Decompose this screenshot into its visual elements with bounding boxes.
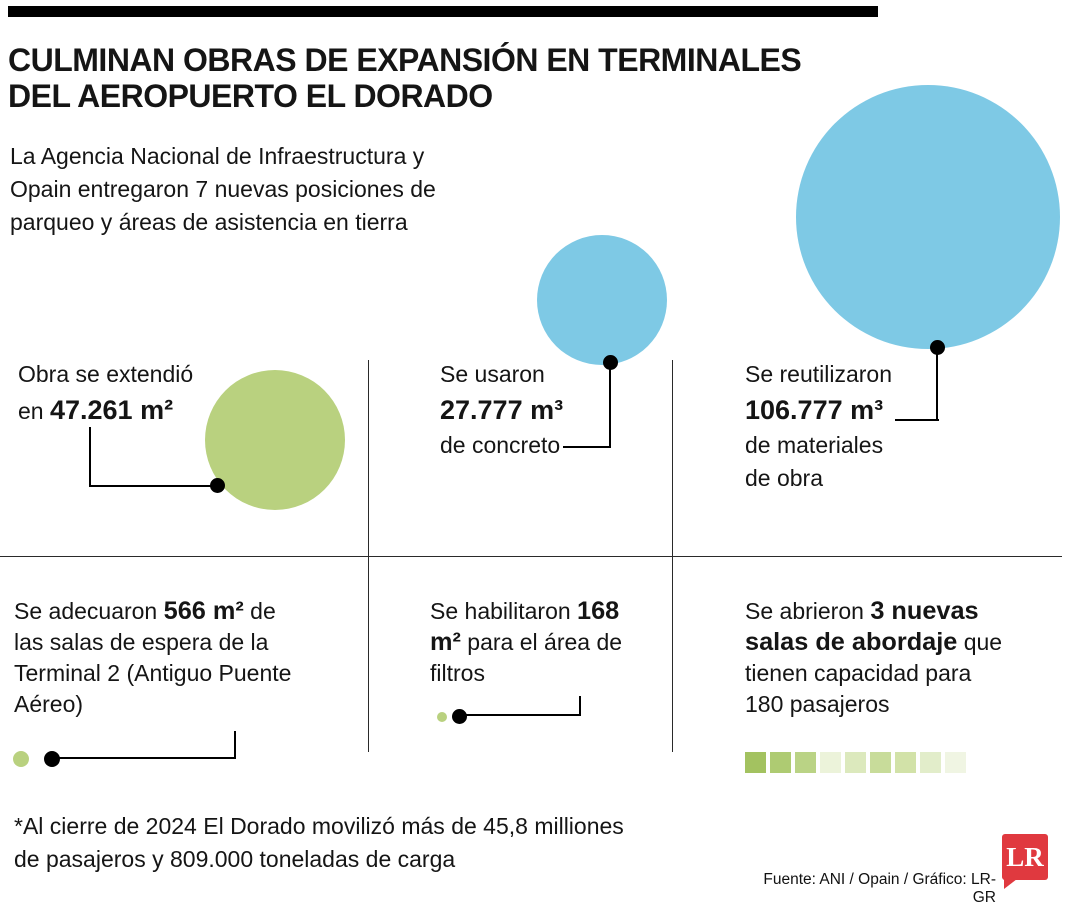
- connector-line: [234, 731, 236, 759]
- bubble3-label: Se reutilizaron 106.777 m³ de materiales…: [745, 358, 892, 495]
- boarding-square: [845, 752, 866, 773]
- lr-logo-text: LR: [1006, 841, 1044, 872]
- bubble1-label-line1: Obra se extendió: [18, 361, 194, 387]
- boarding-square: [895, 752, 916, 773]
- connector-line: [89, 485, 219, 487]
- connector-line: [895, 419, 939, 421]
- connector-line: [52, 757, 236, 759]
- bubble3-label-line4: de obra: [745, 465, 824, 491]
- bubble3-label-line3: de materiales: [745, 432, 884, 458]
- connector-line: [563, 446, 611, 448]
- fact-filter-area: Se habilitaron 168 m² para el área de fi…: [430, 597, 623, 686]
- fact-boarding-rooms: Se abrieron 3 nuevas salas de abordaje q…: [745, 597, 1003, 717]
- vertical-divider-left: [368, 360, 369, 752]
- fact-waiting-rooms: Se adecuaron 566 m² de las salas de espe…: [14, 597, 292, 717]
- page-title-line1: CULMINAN OBRAS DE EXPANSIÓN EN TERMINALE…: [8, 42, 802, 79]
- boarding-square: [795, 752, 816, 773]
- boarding-square: [920, 752, 941, 773]
- connector-line: [936, 354, 938, 421]
- boarding-square: [820, 752, 841, 773]
- boarding-square: [870, 752, 891, 773]
- horizontal-divider: [0, 556, 1062, 557]
- page-title: CULMINAN OBRAS DE EXPANSIÓN EN TERMINALE…: [8, 42, 802, 114]
- vertical-divider-right: [672, 360, 673, 752]
- connector-dot: [603, 355, 618, 370]
- connector-dot: [210, 478, 225, 493]
- boarding-square: [770, 752, 791, 773]
- lr-logo-tail: [1004, 879, 1017, 889]
- connector-line: [459, 714, 581, 716]
- bubble2-label-line3: de concreto: [440, 432, 561, 458]
- bubble2-value: 27.777 m³: [440, 395, 564, 425]
- lr-logo: LR: [1002, 834, 1048, 880]
- connector-dot: [44, 751, 60, 767]
- green-bullet: [13, 751, 29, 767]
- page-title-line2: DEL AEROPUERTO EL DORADO: [8, 77, 493, 114]
- connector-line: [609, 368, 611, 448]
- connector-dot: [452, 709, 467, 724]
- top-rule: [8, 6, 878, 17]
- bubble2-label: Se usaron 27.777 m³ de concreto: [440, 358, 563, 462]
- connector-dot: [930, 340, 945, 355]
- boarding-square: [945, 752, 966, 773]
- source-credit: Fuente: ANI / Opain / Gráfico: LR-GR: [763, 871, 996, 906]
- bubble-concrete: [537, 235, 667, 365]
- boarding-square: [745, 752, 766, 773]
- fact2-value: 168 m²: [430, 597, 620, 656]
- connector-line: [579, 696, 581, 716]
- bubble3-label-line1: Se reutilizaron: [745, 361, 893, 387]
- bubble1-value: 47.261 m²: [49, 395, 174, 425]
- bubble2-label-line1: Se usaron: [440, 361, 545, 387]
- bubble-area-expansion: [205, 370, 345, 510]
- bubble1-label: Obra se extendió en 47.261 m²: [18, 358, 193, 429]
- fact1-value: 566 m²: [163, 597, 244, 625]
- green-bullet: [437, 712, 447, 722]
- fact3-value: 3 nuevas salas de abordaje: [745, 597, 979, 656]
- bubble-reused-materials: [796, 85, 1060, 349]
- connector-line: [89, 427, 91, 487]
- intro-text: La Agencia Nacional de Infraestructura y…: [10, 143, 436, 235]
- bubble3-value: 106.777 m³: [745, 395, 884, 425]
- boarding-squares: [745, 752, 966, 773]
- footnote: *Al cierre de 2024 El Dorado movilizó má…: [14, 813, 624, 872]
- bubble1-label-line2: en 47.261 m²: [18, 391, 193, 429]
